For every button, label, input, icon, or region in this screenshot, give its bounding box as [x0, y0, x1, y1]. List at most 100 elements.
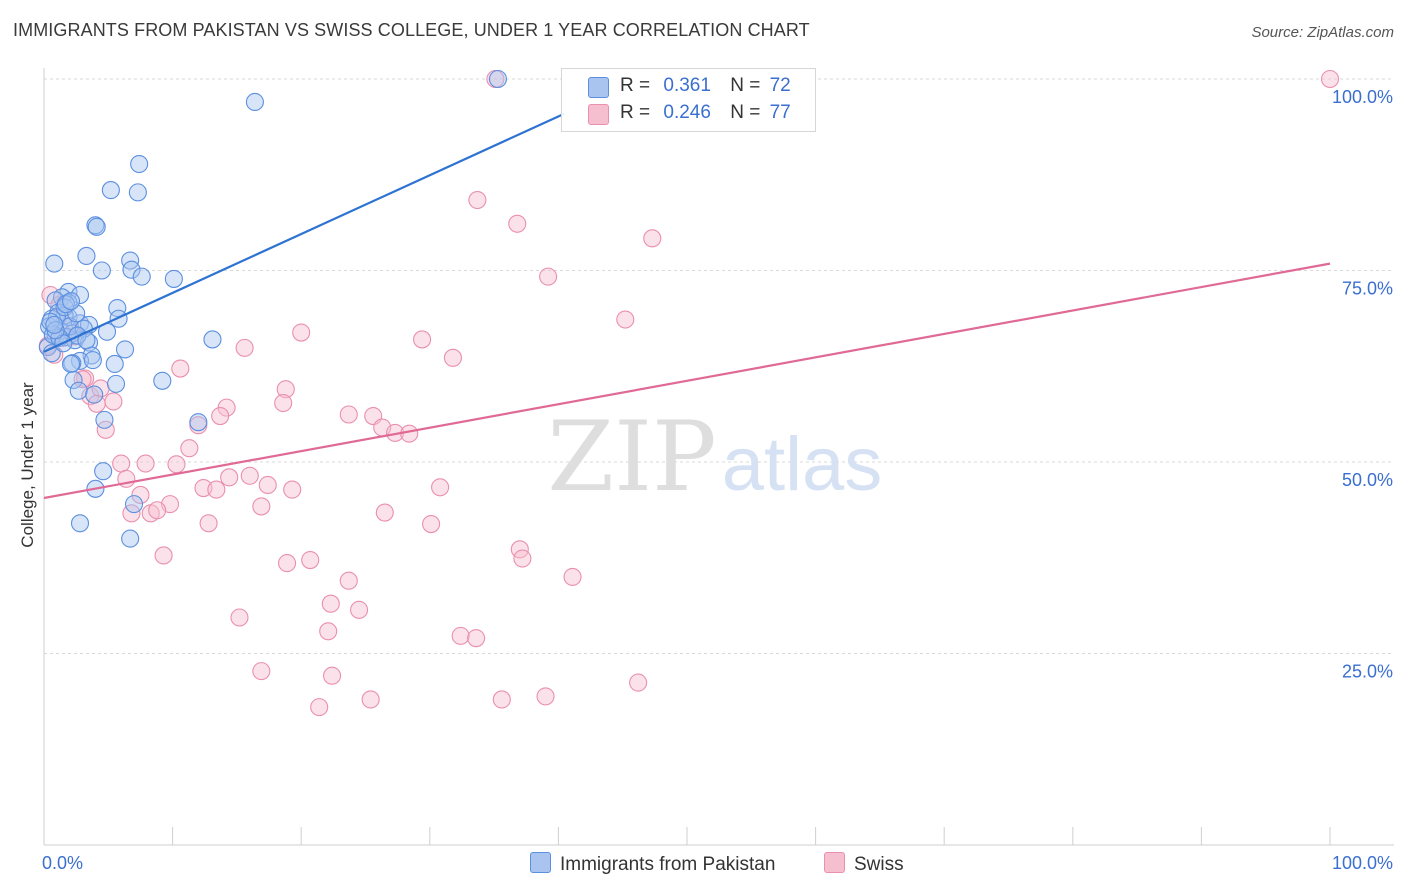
bottom-legend-swatch-pakistan — [530, 852, 551, 873]
pakistan-point-49 — [85, 385, 104, 404]
swiss-point-45 — [252, 497, 271, 516]
swiss-point-58 — [339, 571, 358, 590]
swiss-point-59 — [321, 594, 340, 613]
watermark: ZIP atlas — [547, 401, 882, 513]
pakistan-point-52 — [94, 462, 113, 481]
x-tick-label-max: 100.0% — [1332, 853, 1393, 873]
swiss-point-41 — [283, 480, 302, 499]
swiss-point-5 — [539, 267, 558, 286]
pakistan-point-55 — [70, 514, 90, 533]
swiss-point-71 — [310, 698, 329, 717]
y-axis-label: College, Under 1 year — [18, 382, 37, 548]
pakistan-point-3 — [101, 181, 120, 200]
pakistan-point-56 — [121, 529, 140, 548]
pakistan-point-50 — [95, 410, 114, 429]
swiss-point-32 — [112, 454, 131, 473]
swiss-point-55 — [278, 554, 297, 573]
swiss-point-42 — [431, 478, 450, 497]
correlation-legend: R = 0.361 N = 72 R = 0.246 N = 77 — [561, 68, 816, 132]
swiss-point-18 — [276, 380, 295, 399]
legend-r-label: R = — [620, 102, 651, 123]
swiss-point-13 — [443, 348, 462, 367]
pakistan-point-44 — [105, 354, 124, 374]
pakistan-point-69 — [56, 295, 75, 314]
pakistan-point-4 — [128, 183, 147, 202]
swiss-point-37 — [240, 466, 259, 485]
swiss-point-54 — [513, 549, 532, 568]
pakistan-point-10 — [92, 261, 111, 280]
swiss-point-10 — [413, 330, 432, 349]
watermark-atlas: atlas — [722, 422, 883, 507]
swiss-point-38 — [258, 475, 277, 495]
pakistan-point-9 — [121, 251, 140, 270]
swiss-point-29 — [400, 424, 419, 443]
pakistan-point-13 — [164, 269, 183, 288]
swiss-point-61 — [230, 608, 249, 627]
pakistan-point-43 — [61, 354, 81, 374]
swiss-point-64 — [467, 629, 486, 648]
swiss-point-23 — [339, 405, 358, 424]
swiss-point-2 — [468, 190, 487, 210]
pakistan-point-1 — [245, 92, 264, 112]
pakistan-point-54 — [124, 495, 144, 514]
pakistan-point-8 — [45, 254, 64, 273]
swiss-point-60 — [350, 600, 369, 619]
bottom-legend-pakistan: Immigrants from Pakistan — [530, 852, 775, 876]
pakistan-point-42 — [83, 351, 102, 370]
pakistan-point-47 — [153, 371, 172, 390]
pakistan-point-6 — [87, 217, 106, 236]
swiss-point-48 — [148, 501, 167, 520]
swiss-point-49 — [375, 503, 394, 522]
grid-lines — [44, 78, 1394, 654]
legend-swatch-swiss — [588, 104, 609, 125]
pakistan-point-11 — [122, 260, 141, 279]
chart-title: IMMIGRANTS FROM PAKISTAN VS SWISS COLLEG… — [13, 20, 810, 40]
legend-n-label: N = — [730, 75, 761, 96]
swiss-point-7 — [41, 285, 60, 305]
watermark-zip: ZIP — [547, 401, 716, 513]
swiss-point-34 — [167, 455, 186, 474]
swiss-point-6 — [616, 310, 635, 329]
swiss-point-70 — [536, 687, 555, 706]
pakistan-points — [38, 69, 508, 548]
bottom-legend-swatch-swiss — [824, 852, 845, 873]
pakistan-point-35 — [203, 330, 222, 349]
trendline-pakistan — [43, 112, 566, 353]
swiss-point-31 — [180, 439, 199, 458]
swiss-point-14 — [171, 359, 190, 378]
swiss-point-56 — [301, 550, 320, 570]
x-tick-label-min: 0.0% — [42, 853, 83, 873]
swiss-point-11 — [235, 338, 254, 357]
pakistan-point-7 — [77, 246, 96, 265]
legend-r-label: R = — [620, 75, 651, 96]
pakistan-point-37 — [115, 340, 135, 359]
legend-swatch-pakistan — [588, 77, 609, 98]
swiss-point-62 — [319, 622, 338, 641]
swiss-point-66 — [323, 666, 342, 685]
swiss-point-51 — [422, 514, 441, 534]
trendline-swiss — [43, 262, 1331, 500]
trendlines — [43, 112, 1331, 500]
pakistan-point-45 — [64, 370, 83, 390]
y-tick-label-2: 75.0% — [1342, 279, 1393, 299]
swiss-point-35 — [220, 468, 239, 487]
swiss-point-67 — [629, 673, 648, 692]
legend-r-value-swiss: 0.246 — [663, 102, 711, 123]
swiss-point-24 — [211, 406, 230, 426]
swiss-point-9 — [292, 323, 311, 342]
swiss-point-65 — [252, 662, 271, 681]
pakistan-point-2 — [130, 154, 149, 174]
swiss-point-50 — [199, 514, 218, 533]
swiss-point-43 — [131, 485, 150, 504]
legend-n-label: N = — [730, 102, 761, 123]
swiss-point-4 — [643, 229, 662, 248]
y-tick-label-1: 50.0% — [1342, 470, 1393, 490]
bottom-legend-label-swiss: Swiss — [854, 854, 904, 875]
legend-n-value-pakistan: 72 — [769, 75, 791, 96]
pakistan-point-0 — [488, 69, 508, 89]
swiss-point-68 — [361, 690, 380, 709]
legend-n-value-swiss: 77 — [769, 102, 791, 123]
bottom-legend-label-pakistan: Immigrants from Pakistan — [560, 854, 776, 875]
pakistan-point-48 — [69, 381, 88, 400]
